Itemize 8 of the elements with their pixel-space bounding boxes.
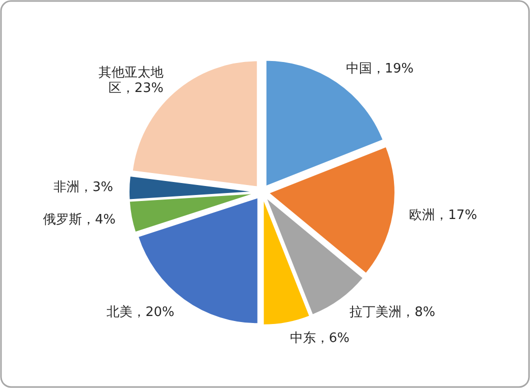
slice-label: 非洲，3%	[53, 180, 114, 195]
slice-label: 欧洲，17%	[409, 208, 478, 223]
slice-label: 拉丁美洲，8%	[350, 304, 436, 320]
slice-label: 北美，20%	[106, 304, 174, 320]
slice-label: 其他亚太地区，23%	[98, 64, 164, 96]
slice-label: 俄罗斯，4%	[43, 212, 116, 228]
slice-label: 中东，6%	[290, 330, 350, 346]
slice-label: 中国，19%	[346, 61, 414, 76]
